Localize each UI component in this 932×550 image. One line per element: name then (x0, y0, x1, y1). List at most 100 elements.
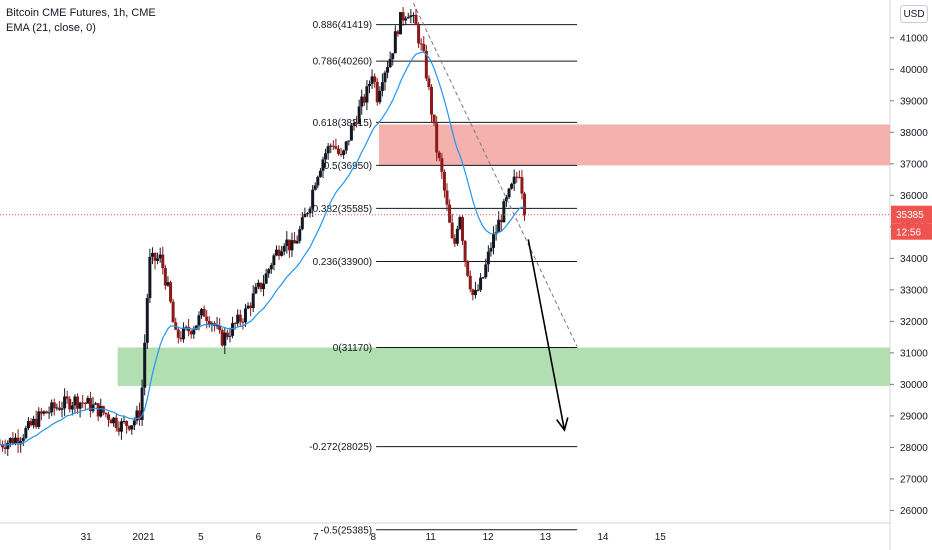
candle-body (401, 12, 405, 21)
x-tick-label: 15 (655, 532, 667, 543)
y-tick-label: 31000 (900, 348, 928, 359)
candle-body (489, 248, 493, 252)
candle-body (88, 397, 92, 412)
candle-body (440, 158, 444, 172)
candle-body (476, 289, 480, 291)
fib-level-label: 0.5(36950) (324, 161, 372, 172)
candle-body (107, 414, 111, 420)
candle-body (391, 53, 395, 59)
candle-body (231, 323, 235, 336)
candle-body (24, 428, 28, 438)
candle-body (117, 427, 121, 432)
candle-body (383, 72, 387, 83)
candle-body (81, 402, 85, 404)
candle-body (55, 407, 59, 409)
candle-body (125, 420, 129, 426)
candle-body (76, 396, 80, 409)
candle-body (396, 31, 400, 35)
fib-level-label: 0.236(33900) (313, 257, 373, 268)
candle-body (344, 141, 348, 151)
x-tick-label: 8 (370, 532, 376, 543)
x-tick-label: 11 (425, 532, 436, 543)
y-tick-label: 34000 (900, 254, 928, 265)
candle-body (305, 213, 309, 215)
candle-body (280, 251, 284, 256)
candle-body (360, 96, 364, 107)
y-tick-label: 33000 (900, 285, 928, 296)
candle-body (331, 145, 335, 147)
current-price-label: 35385 (896, 210, 924, 221)
candle-body (422, 43, 426, 52)
candle-body (161, 254, 165, 269)
candle-body (249, 305, 253, 309)
candle-body (329, 145, 333, 147)
candle-body (468, 275, 472, 290)
candle-body (241, 321, 245, 323)
candle-body (207, 320, 211, 326)
candle-body (287, 239, 291, 251)
candle-body (492, 234, 496, 249)
candle-body (140, 387, 144, 420)
candle-body (236, 314, 240, 324)
candle-body (386, 67, 390, 73)
symbol-legend[interactable]: Bitcoin CME Futures, 1h, CME (6, 7, 156, 19)
candle-body (313, 185, 317, 190)
candle-body (282, 245, 286, 252)
candle-body (293, 240, 297, 244)
currency-button[interactable]: USD (900, 5, 928, 23)
x-tick-label: 12 (483, 532, 495, 543)
candle-body (515, 176, 519, 178)
y-tick-label: 38000 (900, 128, 928, 139)
candle-body (50, 402, 54, 413)
y-tick-label: 37000 (900, 159, 928, 170)
candle-body (308, 208, 312, 214)
y-tick-label: 26000 (900, 506, 928, 517)
candle-body (223, 332, 227, 346)
candle-body (499, 219, 503, 223)
candle-body (228, 335, 232, 337)
indicator-legend[interactable]: EMA (21, close, 0) (6, 22, 96, 34)
candle-body (430, 87, 434, 115)
candle-body (290, 240, 294, 251)
candle-body (32, 418, 36, 426)
candle-body (130, 425, 134, 430)
candle-body (68, 398, 72, 410)
candle-body (295, 240, 299, 244)
candle-body (233, 323, 237, 325)
fib-level-label: -0.272(28025) (309, 442, 372, 453)
candle-body (274, 249, 278, 256)
candle-body (39, 411, 43, 414)
candle-body (73, 396, 77, 406)
candle-body (225, 332, 229, 337)
candle-body (303, 213, 307, 218)
projection-arrow-line (527, 239, 566, 431)
candle-body (510, 183, 514, 189)
candle-body (1, 444, 5, 448)
candle-body (171, 301, 175, 323)
candle-body (349, 125, 353, 141)
candle-body (272, 255, 276, 266)
candle-body (362, 96, 366, 103)
candle-body (179, 337, 183, 340)
candle-body (326, 146, 330, 154)
candle-body (184, 326, 188, 328)
candle-body (34, 418, 38, 427)
candle-body (57, 407, 61, 410)
candle-body (218, 325, 222, 331)
candle-body (481, 277, 485, 279)
candle-body (83, 403, 87, 405)
candle-body (484, 264, 488, 278)
candle-body (119, 421, 123, 432)
candle-body (277, 249, 281, 256)
candle-body (251, 293, 255, 309)
candle-body (267, 269, 271, 274)
candle-body (220, 330, 224, 346)
candle-body (112, 417, 116, 424)
x-tick-label: 2021 (132, 532, 155, 543)
candle-body (70, 405, 74, 410)
candle-body (202, 308, 206, 317)
candle-body (187, 326, 191, 332)
resistance-zone (378, 124, 890, 166)
